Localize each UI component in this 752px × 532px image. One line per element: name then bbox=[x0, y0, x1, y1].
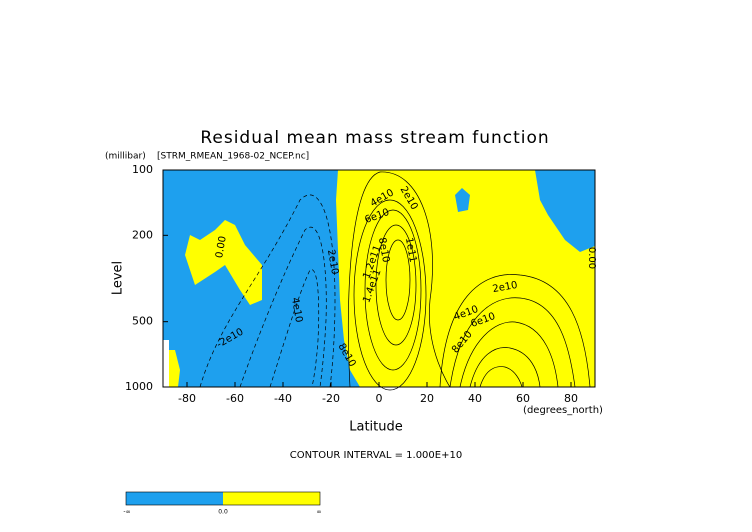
missing-region bbox=[163, 340, 169, 387]
contour-note: CONTOUR INTERVAL = 1.000E+10 bbox=[290, 450, 462, 461]
x-tick-label: -60 bbox=[226, 392, 244, 405]
colorbar-positive bbox=[223, 492, 320, 505]
subtitle: [STRM_RMEAN_1968-02_NCEP.nc] bbox=[157, 152, 309, 162]
contour-label: 8e10 bbox=[376, 237, 391, 264]
x-tick-label: -80 bbox=[178, 392, 196, 405]
contour-label: 0.00 bbox=[586, 247, 597, 269]
positive-region bbox=[336, 170, 595, 387]
x-tick-label: 40 bbox=[468, 392, 482, 405]
positive-region bbox=[185, 220, 262, 305]
colorbar-negative bbox=[126, 492, 223, 505]
x-tick-label: -40 bbox=[274, 392, 292, 405]
y-axis-label: Level bbox=[111, 261, 126, 295]
x-tick-label: 0 bbox=[376, 392, 383, 405]
x-tick-label: 20 bbox=[420, 392, 434, 405]
y-unit: (millibar) bbox=[105, 152, 146, 162]
colorbar-label: -∞ bbox=[123, 509, 130, 516]
colorbar-label: ∞ bbox=[317, 509, 322, 516]
negative-island bbox=[455, 188, 470, 212]
negative-contours bbox=[199, 194, 336, 388]
x-tick-label: 80 bbox=[564, 392, 578, 405]
x-tick-label: 60 bbox=[516, 392, 530, 405]
y-tick-label: 100 bbox=[132, 163, 153, 176]
positive-region bbox=[168, 350, 180, 387]
contour-label: 2e10 bbox=[325, 249, 340, 276]
y-tick-label: 500 bbox=[132, 315, 153, 328]
contour-label: 0.00 bbox=[214, 235, 229, 259]
x-unit: (degrees_north) bbox=[523, 405, 603, 416]
y-tick-label: 200 bbox=[132, 228, 153, 241]
colorbar-frame bbox=[125, 491, 321, 506]
contour-label: 2e10 bbox=[492, 280, 519, 295]
contour-label: 4e10 bbox=[289, 297, 304, 324]
chart-title: Residual mean mass stream function bbox=[200, 128, 549, 148]
colorbar-label: 0.0 bbox=[218, 509, 228, 516]
y-tick-label: 1000 bbox=[125, 380, 153, 393]
x-axis-label: Latitude bbox=[349, 420, 403, 435]
contour-label: 1e11 bbox=[403, 237, 418, 264]
x-tick-label: -20 bbox=[322, 392, 340, 405]
plot-area bbox=[162, 169, 596, 391]
contours bbox=[347, 171, 591, 391]
